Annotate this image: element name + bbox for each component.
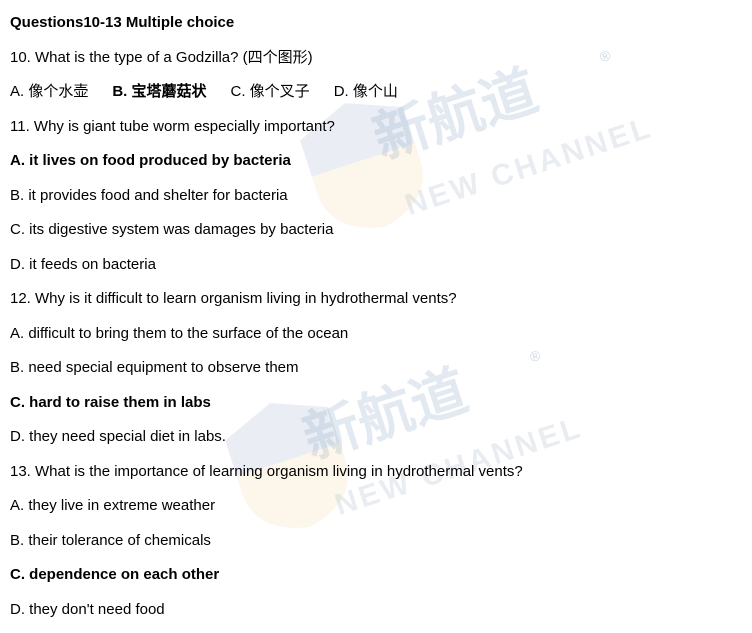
option: B. it provides food and shelter for bact… xyxy=(10,179,742,214)
option: D. they don't need food xyxy=(10,593,742,628)
option: D. 像个山 xyxy=(334,81,398,104)
option: C. its digestive system was damages by b… xyxy=(10,213,742,248)
option: B. need special equipment to observe the… xyxy=(10,351,742,386)
option: A. it lives on food produced by bacteria xyxy=(10,144,742,179)
section-header: Questions10-13 Multiple choice xyxy=(10,6,742,41)
option: B. their tolerance of chemicals xyxy=(10,524,742,559)
option: A. difficult to bring them to the surfac… xyxy=(10,317,742,352)
option: C. hard to raise them in labs xyxy=(10,386,742,421)
option-row: A. 像个水壶 B. 宝塔蘑菇状 C. 像个叉子 D. 像个山 xyxy=(10,75,742,110)
question-text: 13. What is the importance of learning o… xyxy=(10,455,742,490)
option: B. 宝塔蘑菇状 xyxy=(112,81,206,104)
option: A. they live in extreme weather xyxy=(10,489,742,524)
option: C. 像个叉子 xyxy=(231,81,310,104)
option: D. they need special diet in labs. xyxy=(10,420,742,455)
question-text: 11. Why is giant tube worm especially im… xyxy=(10,110,742,145)
option: C. dependence on each other xyxy=(10,558,742,593)
option: A. 像个水壶 xyxy=(10,81,88,104)
question-text: 12. Why is it difficult to learn organis… xyxy=(10,282,742,317)
option: D. it feeds on bacteria xyxy=(10,248,742,283)
question-text: 10. What is the type of a Godzilla? (四个图… xyxy=(10,41,742,76)
